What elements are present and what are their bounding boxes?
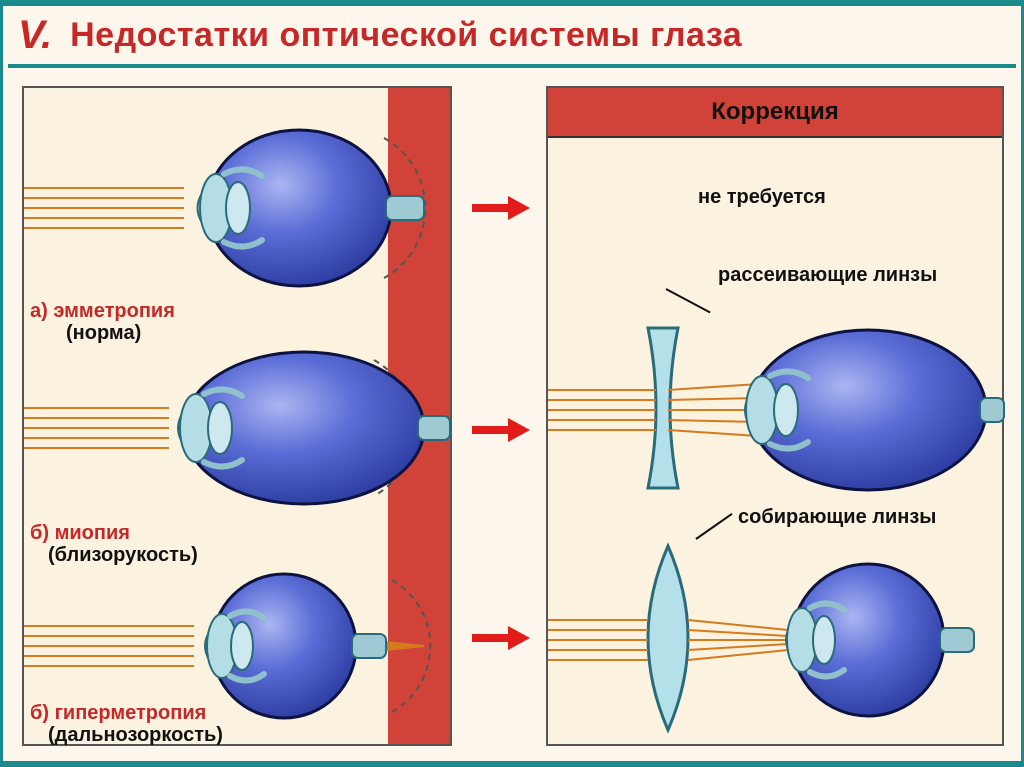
arrow-hypermetropia: [472, 630, 530, 646]
conditions-panel: а) эмметропия (норма) б) миопия (близору…: [22, 86, 452, 746]
correction-converging: собирающие линзы: [738, 506, 936, 529]
correction-panel-header: Коррекция: [548, 88, 1002, 138]
label-hypermetropia: б) гиперметропия (дальнозоркость): [30, 702, 223, 746]
correction-header-text: Коррекция: [711, 98, 839, 126]
arrow-myopia: [472, 422, 530, 438]
title-text: Недостатки оптической системы глаза: [70, 16, 742, 55]
correction-panel: Коррекция не требуется рассеивающие линз…: [546, 86, 1004, 746]
eye-myopia-corrected: [548, 298, 1006, 508]
correction-diverging: рассеивающие линзы: [718, 264, 937, 287]
correction-none: не требуется: [698, 186, 826, 209]
eye-myopia: [24, 338, 454, 528]
title-number: V.: [18, 13, 52, 58]
title-underline: [8, 64, 1016, 68]
label-emmetropia: а) эмметропия (норма): [30, 300, 175, 344]
label-myopia: б) миопия (близорукость): [30, 522, 198, 566]
eye-hypermetropia-corrected: [548, 528, 1006, 738]
arrow-emmetropia: [472, 200, 530, 216]
eye-emmetropia: [24, 118, 454, 308]
page-title: V. Недостатки оптической системы глаза: [18, 6, 1016, 64]
